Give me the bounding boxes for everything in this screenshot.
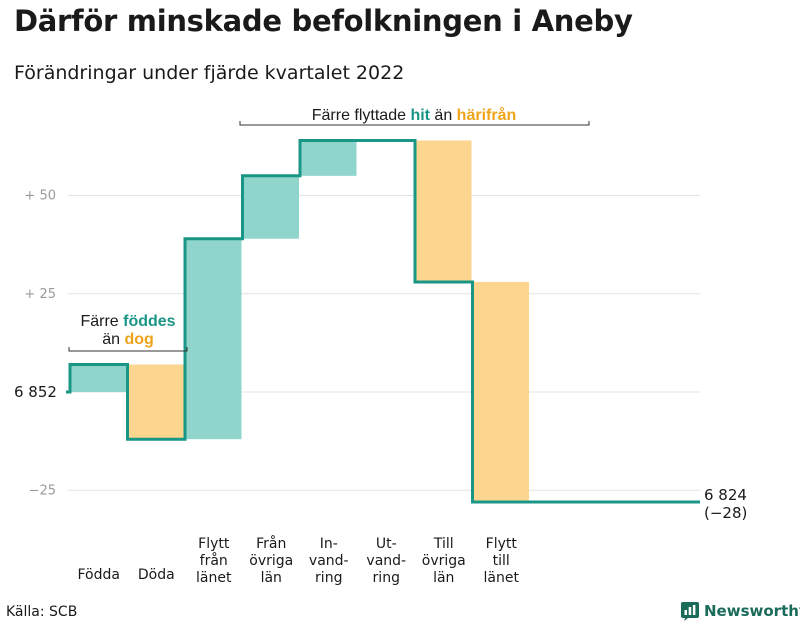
bar-från-övriga-län bbox=[243, 175, 299, 239]
step-line-group bbox=[66, 139, 700, 504]
bar-till-övriga-län bbox=[415, 140, 472, 282]
category-label: län bbox=[261, 570, 282, 586]
births-annotation-line1: Färre föddes bbox=[80, 313, 175, 330]
chart-subtitle: Förändringar under fjärde kvartalet 2022 bbox=[14, 62, 405, 84]
bar-flytt-till-länet bbox=[473, 281, 529, 503]
chart-title: Därför minskade befolkningen i Aneby bbox=[14, 4, 633, 38]
category-label: länet bbox=[196, 570, 232, 586]
brand-logo: Newsworthy bbox=[680, 601, 800, 621]
category-label: Födda bbox=[78, 567, 120, 583]
gridlines bbox=[68, 195, 700, 491]
source-note: Källa: SCB bbox=[6, 604, 78, 620]
migration-annotation-text: Färre flyttade hit än härifrån bbox=[312, 106, 517, 124]
migration-annotation-bracket bbox=[239, 121, 590, 126]
category-label: övriga bbox=[422, 553, 466, 569]
bar-chart-logo-icon bbox=[681, 602, 699, 621]
category-label: ring bbox=[373, 570, 400, 586]
category-label: Från bbox=[256, 535, 286, 552]
category-label: Döda bbox=[138, 567, 175, 583]
y-tick-label: −25 bbox=[29, 483, 56, 498]
births-annotation: Färre föddes än dog bbox=[68, 313, 188, 352]
category-label: Flytt bbox=[486, 536, 518, 552]
category-label: från bbox=[200, 552, 228, 569]
migration-annotation: Färre flyttade hit än härifrån bbox=[239, 106, 590, 126]
brand-name: Newsworthy bbox=[704, 602, 800, 620]
end-change-label: (−28) bbox=[704, 504, 747, 522]
y-tick-label: + 50 bbox=[24, 189, 56, 204]
y-tick-label: + 25 bbox=[24, 287, 56, 302]
y-axis-labels: −25 + 25 + 50 bbox=[24, 189, 56, 499]
category-labels: Födda DödaFlyttfrånlänetFrånövrigalänIn-v… bbox=[78, 535, 520, 586]
category-label: vand- bbox=[309, 553, 349, 569]
births-annotation-bracket bbox=[68, 347, 188, 352]
category-label: övriga bbox=[249, 553, 293, 569]
category-label: In- bbox=[320, 536, 338, 552]
step-line bbox=[66, 139, 700, 504]
bar-födda bbox=[70, 364, 127, 392]
category-label: Ut- bbox=[376, 536, 397, 552]
start-value-label: 6 852 bbox=[14, 383, 57, 401]
category-label: Till bbox=[433, 536, 454, 552]
bar-döda bbox=[128, 364, 184, 440]
category-label: vand- bbox=[366, 553, 406, 569]
births-annotation-line2: än dog bbox=[102, 331, 154, 348]
category-label: Flytt bbox=[198, 536, 230, 552]
category-label: län bbox=[433, 570, 454, 586]
bar-invandring bbox=[300, 140, 357, 176]
waterfall-chart: −25+ 25+ 50 Födda DödaFlyttfrånlänetFrånö… bbox=[14, 106, 747, 586]
category-label: länet bbox=[484, 570, 520, 586]
end-value-label: 6 824 bbox=[704, 486, 747, 504]
category-label: ring bbox=[315, 570, 342, 586]
bars bbox=[70, 140, 529, 503]
category-label: till bbox=[493, 553, 510, 569]
bar-flytt-från-länet bbox=[185, 238, 242, 440]
